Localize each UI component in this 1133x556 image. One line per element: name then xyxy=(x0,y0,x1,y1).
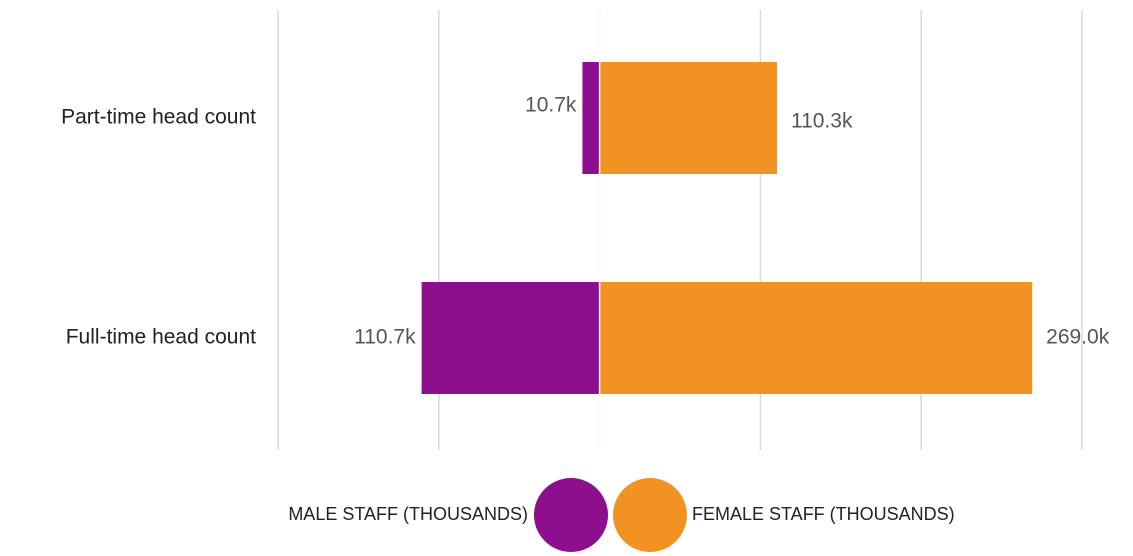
legend-swatch xyxy=(613,478,687,552)
value-label: 10.7k xyxy=(525,94,577,117)
bar xyxy=(599,282,1033,394)
category-label: Full-time head count xyxy=(66,326,256,349)
legend-label: MALE STAFF (THOUSANDS) xyxy=(288,504,528,524)
value-label: 110.7k xyxy=(354,326,416,349)
legend-label: FEMALE STAFF (THOUSANDS) xyxy=(692,504,955,524)
value-label: 269.0k xyxy=(1046,326,1110,349)
bar xyxy=(582,62,600,174)
bar xyxy=(599,62,777,174)
legend-swatch xyxy=(534,478,608,552)
category-label: Part-time head count xyxy=(61,106,256,129)
value-label: 110.3k xyxy=(791,110,853,133)
bar xyxy=(421,282,600,394)
